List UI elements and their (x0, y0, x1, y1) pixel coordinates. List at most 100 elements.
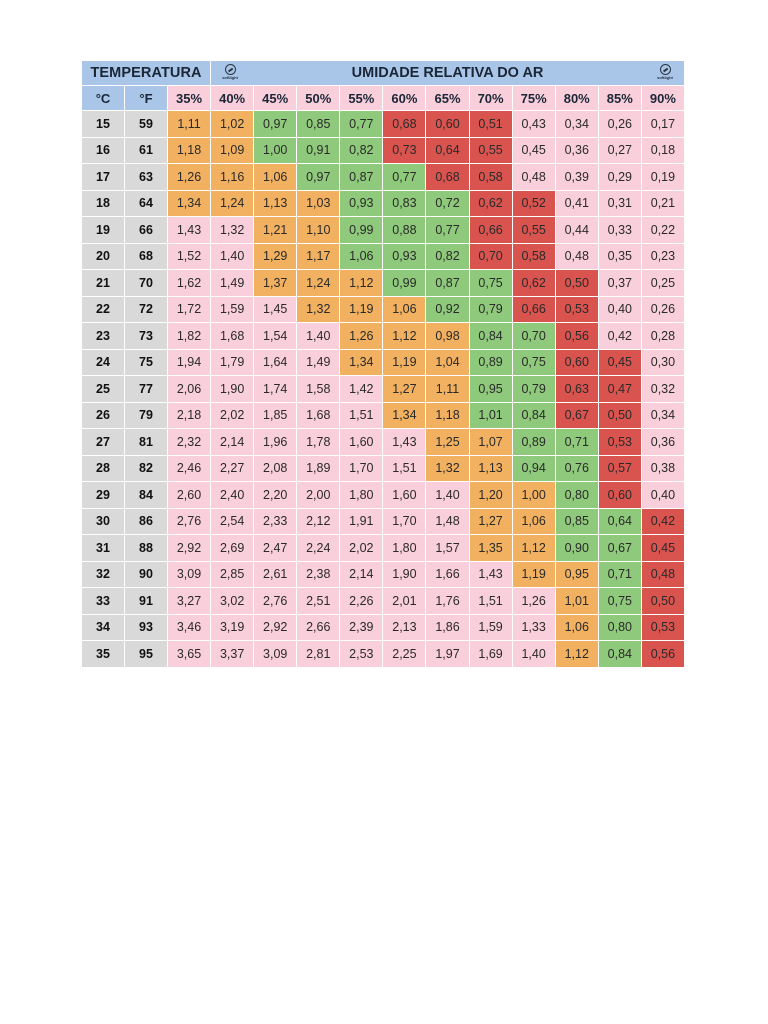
fahrenheit-cell: 88 (125, 535, 167, 561)
celsius-cell: 16 (82, 137, 124, 163)
celsius-cell: 31 (82, 535, 124, 561)
celsius-cell: 29 (82, 482, 124, 508)
vpd-value-cell: 0,71 (598, 561, 641, 587)
vpd-value-cell: 1,17 (297, 243, 340, 269)
vpd-value-cell: 0,97 (254, 111, 297, 137)
fahrenheit-cell: 82 (125, 455, 167, 481)
vpd-value-cell: 0,47 (598, 376, 641, 402)
vpd-value-cell: 2,18 (168, 402, 211, 428)
vpd-value-cell: 0,88 (383, 217, 426, 243)
vpd-value-cell: 0,93 (340, 190, 383, 216)
vpd-value-cell: 0,63 (555, 376, 598, 402)
vpd-value-cell: 0,80 (598, 614, 641, 640)
humidity-column-header: 40% (211, 86, 254, 110)
table-row: 20 68 1,52 1,40 1,29 1,17 1,06 0,93 0,82 0,70 0,58… (82, 243, 684, 269)
vpd-value-cell: 1,25 (426, 429, 469, 455)
vpd-value-cell: 0,85 (555, 508, 598, 534)
vpd-value-cell: 3,27 (168, 588, 211, 614)
fahrenheit-cell: 84 (125, 482, 167, 508)
vpd-value-cell: 0,55 (512, 217, 555, 243)
table-row: 33 91 3,27 3,02 2,76 2,51 2,26 2,01 1,76 1,51 1,26… (82, 588, 684, 614)
vpd-value-cell: 0,94 (512, 455, 555, 481)
table-row: 26 79 2,18 2,02 1,85 1,68 1,51 1,34 1,18 1,01 0,84… (82, 402, 684, 428)
vpd-value-cell: 0,50 (598, 402, 641, 428)
vpd-value-cell: 3,46 (168, 614, 211, 640)
vpd-value-cell: 1,51 (383, 455, 426, 481)
vpd-value-cell: 1,18 (168, 137, 211, 163)
table-row: 22 72 1,72 1,59 1,45 1,32 1,19 1,06 0,92 0,79 0,66… (82, 296, 684, 322)
fahrenheit-cell: 75 (125, 349, 167, 375)
vpd-value-cell: 1,60 (340, 429, 383, 455)
humidity-column-header: 90% (641, 86, 684, 110)
vpd-value-cell: 0,99 (340, 217, 383, 243)
vpd-value-cell: 0,29 (598, 164, 641, 190)
vpd-value-cell: 0,27 (598, 137, 641, 163)
table-row: 31 88 2,92 2,69 2,47 2,24 2,02 1,80 1,57 1,35 1,12… (82, 535, 684, 561)
vpd-value-cell: 1,04 (426, 349, 469, 375)
vpd-value-cell: 0,48 (512, 164, 555, 190)
vpd-value-cell: 0,50 (555, 270, 598, 296)
vpd-value-cell: 1,51 (340, 402, 383, 428)
vpd-value-cell: 1,32 (426, 455, 469, 481)
celsius-cell: 27 (82, 429, 124, 455)
logo-text: softlight (657, 75, 673, 80)
celsius-cell: 33 (82, 588, 124, 614)
humidity-column-header: 65% (426, 86, 469, 110)
celsius-cell: 20 (82, 243, 124, 269)
humidity-column-header: 85% (598, 86, 641, 110)
table-row: 30 86 2,76 2,54 2,33 2,12 1,91 1,70 1,48 1,27 1,06… (82, 508, 684, 534)
vpd-value-cell: 2,76 (168, 508, 211, 534)
vpd-value-cell: 3,37 (211, 641, 254, 667)
table-row: 23 73 1,82 1,68 1,54 1,40 1,26 1,12 0,98 0,84 0,70… (82, 323, 684, 349)
celsius-cell: 19 (82, 217, 124, 243)
vpd-value-cell: 2,01 (383, 588, 426, 614)
vpd-value-cell: 0,62 (512, 270, 555, 296)
humidity-title-bar: softlight UMIDADE RELATIVA DO AR softlig… (211, 61, 684, 85)
vpd-value-cell: 1,64 (254, 349, 297, 375)
vpd-value-cell: 0,82 (340, 137, 383, 163)
vpd-value-cell: 0,40 (598, 296, 641, 322)
fahrenheit-cell: 86 (125, 508, 167, 534)
vpd-value-cell: 2,40 (211, 482, 254, 508)
vpd-value-cell: 0,92 (426, 296, 469, 322)
vpd-value-cell: 0,21 (641, 190, 684, 216)
vpd-value-cell: 0,72 (426, 190, 469, 216)
vpd-value-cell: 0,57 (598, 455, 641, 481)
vpd-value-cell: 0,25 (641, 270, 684, 296)
vpd-value-cell: 2,54 (211, 508, 254, 534)
vpd-value-cell: 2,02 (211, 402, 254, 428)
vpd-value-cell: 0,99 (383, 270, 426, 296)
vpd-value-cell: 2,14 (211, 429, 254, 455)
vpd-value-cell: 1,11 (426, 376, 469, 402)
vpd-value-cell: 1,24 (297, 270, 340, 296)
vpd-value-cell: 1,32 (297, 296, 340, 322)
vpd-value-cell: 1,68 (297, 402, 340, 428)
vpd-value-cell: 1,37 (254, 270, 297, 296)
column-header-row: °C °F 35% 40% 45% 50% 55% 60% 65% 70% 75% 80% 85% 9… (82, 86, 684, 110)
vpd-value-cell: 0,89 (512, 429, 555, 455)
vpd-value-cell: 2,13 (383, 614, 426, 640)
vpd-value-cell: 1,90 (211, 376, 254, 402)
celsius-cell: 18 (82, 190, 124, 216)
vpd-value-cell: 1,27 (383, 376, 426, 402)
vpd-value-cell: 0,53 (598, 429, 641, 455)
vpd-value-cell: 0,19 (641, 164, 684, 190)
vpd-value-cell: 2,51 (297, 588, 340, 614)
softlight-logo-icon: softlight (656, 64, 674, 82)
vpd-value-cell: 0,77 (383, 164, 426, 190)
vpd-value-cell: 0,48 (555, 243, 598, 269)
vpd-value-cell: 1,00 (512, 482, 555, 508)
celsius-cell: 30 (82, 508, 124, 534)
vpd-value-cell: 1,52 (168, 243, 211, 269)
vpd-value-cell: 2,24 (297, 535, 340, 561)
vpd-value-cell: 1,76 (426, 588, 469, 614)
vpd-value-cell: 0,89 (469, 349, 512, 375)
vpd-value-cell: 2,33 (254, 508, 297, 534)
vpd-value-cell: 1,24 (211, 190, 254, 216)
vpd-value-cell: 0,87 (340, 164, 383, 190)
vpd-value-cell: 0,26 (598, 111, 641, 137)
vpd-value-cell: 2,32 (168, 429, 211, 455)
vpd-value-cell: 2,92 (254, 614, 297, 640)
vpd-value-cell: 0,42 (598, 323, 641, 349)
vpd-value-cell: 0,32 (641, 376, 684, 402)
